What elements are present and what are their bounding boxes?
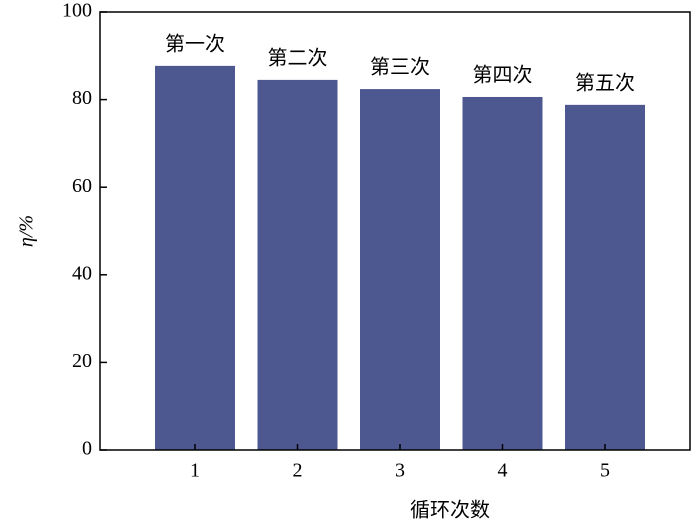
x-tick-label: 1 bbox=[190, 460, 200, 482]
y-tick-label: 100 bbox=[62, 0, 92, 22]
bar bbox=[360, 89, 440, 450]
bar bbox=[565, 104, 645, 450]
plot-frame bbox=[99, 11, 691, 451]
bar bbox=[155, 65, 235, 451]
x-tick-label: 3 bbox=[395, 460, 405, 482]
bar-annotation: 第三次 bbox=[370, 56, 430, 79]
bar bbox=[462, 96, 543, 451]
x-axis-title: 循环次数 bbox=[410, 499, 490, 522]
bar-annotation: 第一次 bbox=[165, 32, 225, 55]
bar bbox=[257, 79, 338, 450]
y-tick-label: 0 bbox=[82, 438, 92, 460]
bar-annotation: 第二次 bbox=[268, 46, 328, 69]
x-tick-label: 4 bbox=[498, 460, 508, 482]
y-tick-label: 20 bbox=[72, 350, 92, 372]
bar-annotation: 第五次 bbox=[575, 71, 635, 94]
x-tick-label: 5 bbox=[600, 460, 610, 482]
y-tick-label: 60 bbox=[72, 175, 92, 197]
bar-annotation: 第四次 bbox=[473, 64, 533, 87]
y-tick-label: 80 bbox=[72, 87, 92, 109]
x-tick-label: 2 bbox=[293, 460, 303, 482]
y-tick-label: 40 bbox=[72, 262, 92, 284]
y-axis-title: η/% bbox=[16, 215, 38, 247]
